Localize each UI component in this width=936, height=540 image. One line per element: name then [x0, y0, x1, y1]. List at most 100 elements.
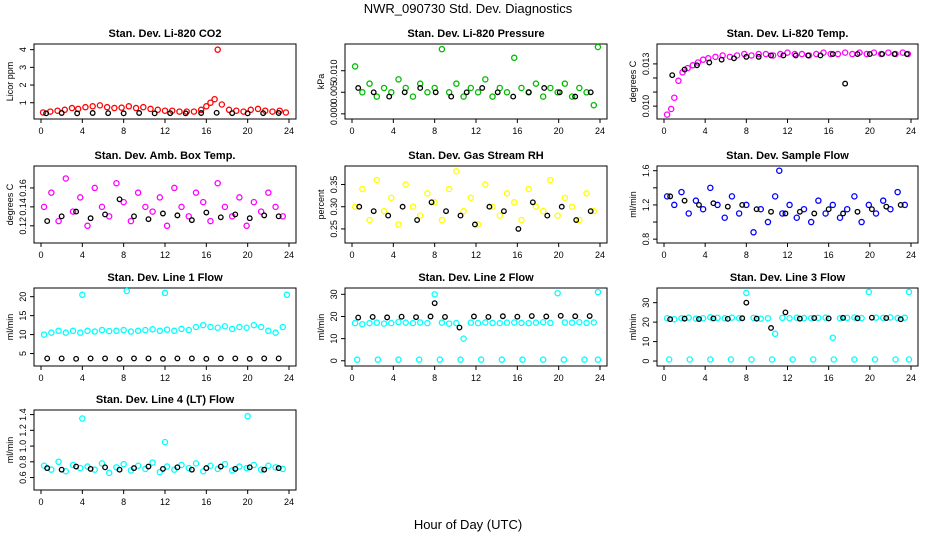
x-tick-label: 0 — [349, 126, 354, 136]
data-point — [885, 49, 892, 56]
data-point — [217, 463, 224, 470]
data-point — [710, 200, 717, 207]
data-point — [724, 315, 731, 322]
data-point — [784, 49, 791, 56]
data-point — [503, 319, 511, 326]
data-point — [532, 80, 540, 87]
data-point — [753, 206, 760, 213]
data-point — [395, 221, 402, 228]
data-point — [282, 109, 290, 116]
data-point — [583, 190, 590, 197]
data-point — [366, 319, 373, 327]
data-point — [156, 327, 164, 335]
data-point — [743, 289, 750, 297]
y-axis-label: degrees C — [5, 183, 15, 225]
plot-frame — [33, 287, 297, 367]
data-point — [539, 356, 547, 363]
data-point — [667, 193, 674, 200]
data-point — [401, 89, 408, 96]
data-point — [489, 203, 496, 210]
data-point — [541, 85, 548, 91]
data-point — [554, 289, 561, 297]
data-point — [510, 199, 518, 206]
data-point — [384, 314, 391, 321]
data-point — [894, 314, 901, 322]
data-point — [351, 203, 359, 210]
data-point — [453, 167, 460, 175]
x-tick-label: 8 — [121, 497, 126, 507]
y-tick-label: 15 — [18, 311, 28, 321]
data-point — [532, 319, 540, 326]
x-tick-label: 4 — [391, 126, 396, 136]
y-tick-label: 1.6 — [641, 164, 651, 177]
data-point — [518, 216, 525, 224]
data-point — [167, 110, 174, 117]
plot-frame — [344, 287, 608, 367]
data-point — [432, 89, 439, 96]
y-axis-label: ml/min — [628, 314, 638, 341]
data-point — [272, 203, 279, 211]
data-point — [707, 184, 714, 192]
data-point — [851, 356, 858, 363]
data-point — [836, 214, 844, 222]
data-point — [587, 89, 594, 96]
data-point — [510, 93, 517, 100]
plot-frame — [33, 165, 297, 244]
data-point — [413, 314, 420, 321]
x-tick-label: 24 — [595, 250, 605, 260]
data-point — [494, 89, 501, 96]
x-tick-label: 12 — [160, 126, 170, 136]
panel-9: Stan. Dev. Line 3 Flow 0 4 8 12 16 20 24 0 10 20 30… — [628, 272, 919, 383]
data-point — [243, 324, 250, 332]
data-point — [136, 110, 143, 116]
panel-title: Stan. Dev. Gas Stream RH — [408, 150, 544, 162]
y-axis-label: Licor ppm — [5, 62, 15, 102]
data-point — [897, 316, 904, 323]
data-point — [145, 355, 152, 362]
x-tick-label: 12 — [782, 126, 792, 136]
data-point — [768, 52, 774, 59]
data-point — [750, 229, 757, 236]
data-point — [156, 194, 164, 201]
data-point — [678, 314, 685, 322]
data-point — [217, 355, 224, 362]
data-point — [707, 356, 714, 363]
x-tick-label: 20 — [865, 250, 875, 260]
y-tick-label: 1.2 — [641, 199, 651, 212]
data-point — [351, 319, 359, 327]
data-point — [755, 53, 762, 60]
data-point — [214, 46, 221, 53]
data-point — [431, 199, 438, 206]
data-point — [102, 211, 109, 218]
data-point — [442, 313, 448, 320]
panel-title: Stan. Dev. Line 1 Flow — [107, 272, 223, 284]
y-tick-label: 3 — [18, 65, 28, 70]
data-point — [373, 319, 381, 326]
data-point — [55, 217, 62, 225]
x-tick-label: 24 — [284, 373, 294, 383]
data-point — [671, 94, 678, 101]
data-point — [105, 327, 113, 335]
x-tick-label: 4 — [391, 373, 396, 383]
data-point — [431, 291, 438, 298]
data-point — [244, 110, 251, 117]
data-point — [525, 89, 532, 96]
data-point — [279, 213, 287, 220]
data-point — [113, 179, 120, 187]
panel-title: Stan. Dev. Amb. Box Temp. — [95, 150, 236, 162]
data-point — [395, 356, 402, 363]
data-point — [214, 324, 221, 332]
data-point — [142, 326, 149, 334]
data-point — [260, 110, 267, 117]
x-tick-label: 4 — [703, 126, 708, 136]
data-point — [583, 89, 590, 96]
data-point — [467, 319, 475, 326]
data-point — [743, 299, 750, 306]
data-point — [359, 89, 366, 96]
data-point — [261, 355, 268, 362]
data-point — [710, 315, 717, 322]
data-point — [185, 326, 193, 334]
x-tick-label: 16 — [512, 126, 522, 136]
data-point — [757, 205, 764, 213]
data-point — [123, 287, 131, 295]
